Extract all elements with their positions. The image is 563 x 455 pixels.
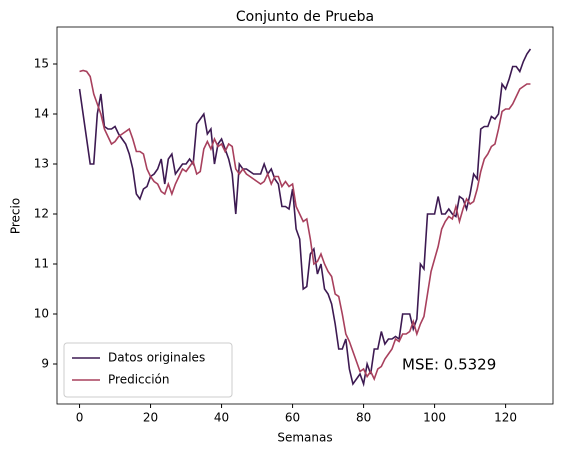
x-tick-label: 100 [423,411,446,425]
chart-title: Conjunto de Prueba [236,9,374,25]
y-tick-label: 11 [34,257,49,271]
y-axis-label: Precio [9,198,23,234]
legend-label: Predicción [108,373,170,387]
y-tick-label: 13 [34,157,49,171]
x-tick-label: 60 [285,411,300,425]
x-tick-label: 20 [143,411,158,425]
y-tick-label: 14 [34,107,49,121]
legend: Datos originales Predicción [63,342,233,398]
axes-frame [56,26,554,405]
x-tick-label: 0 [76,411,84,425]
mse-annotation: MSE: 0.5329 [402,356,496,374]
series-line [79,69,531,382]
x-tick-label: 40 [214,411,229,425]
x-axis-label: Semanas [277,431,332,445]
y-tick-label: 15 [34,57,49,71]
legend-label: Datos originales [108,351,205,365]
legend-box [63,342,233,398]
y-tick-label: 9 [41,357,49,371]
x-tick-label: 80 [356,411,371,425]
y-tick-label: 10 [34,307,49,321]
x-tick-label: 120 [494,411,517,425]
y-tick-label: 12 [34,207,49,221]
series-line [78,48,532,388]
